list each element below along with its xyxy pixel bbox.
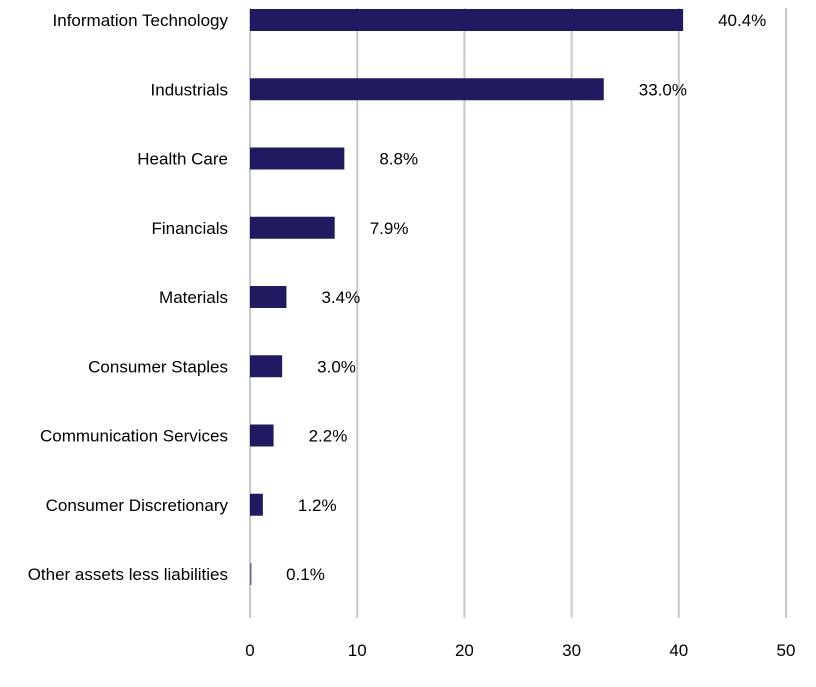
category-label: Materials [159,288,228,307]
bar [250,563,252,585]
category-label: Other assets less liabilities [28,565,228,584]
data-label: 7.9% [370,219,409,238]
category-label: Consumer Staples [88,357,228,376]
data-label: 1.2% [298,496,337,515]
x-tick-label: 0 [245,641,254,660]
bar [250,9,684,31]
category-label: Information Technology [53,11,229,30]
category-label: Consumer Discretionary [46,496,229,515]
category-label: Communication Services [40,427,228,446]
bar [250,493,263,516]
x-tick-label: 50 [777,641,796,660]
data-label: 40.4% [718,11,766,30]
bar [250,147,345,170]
category-label: Health Care [137,150,228,169]
category-label: Industrials [151,80,228,99]
data-label: 33.0% [639,80,687,99]
data-label: 8.8% [379,150,418,169]
bar [250,78,604,101]
bar [250,424,274,447]
x-tick-label: 40 [669,641,688,660]
data-label: 3.4% [321,288,360,307]
data-label: 0.1% [286,565,325,584]
bar [250,355,283,378]
bar [250,216,335,239]
data-label: 2.2% [309,427,348,446]
bar [250,286,287,308]
x-tick-label: 20 [455,641,474,660]
category-label: Financials [151,219,228,238]
x-tick-label: 10 [348,641,367,660]
data-label: 3.0% [317,357,356,376]
x-tick-label: 30 [562,641,581,660]
